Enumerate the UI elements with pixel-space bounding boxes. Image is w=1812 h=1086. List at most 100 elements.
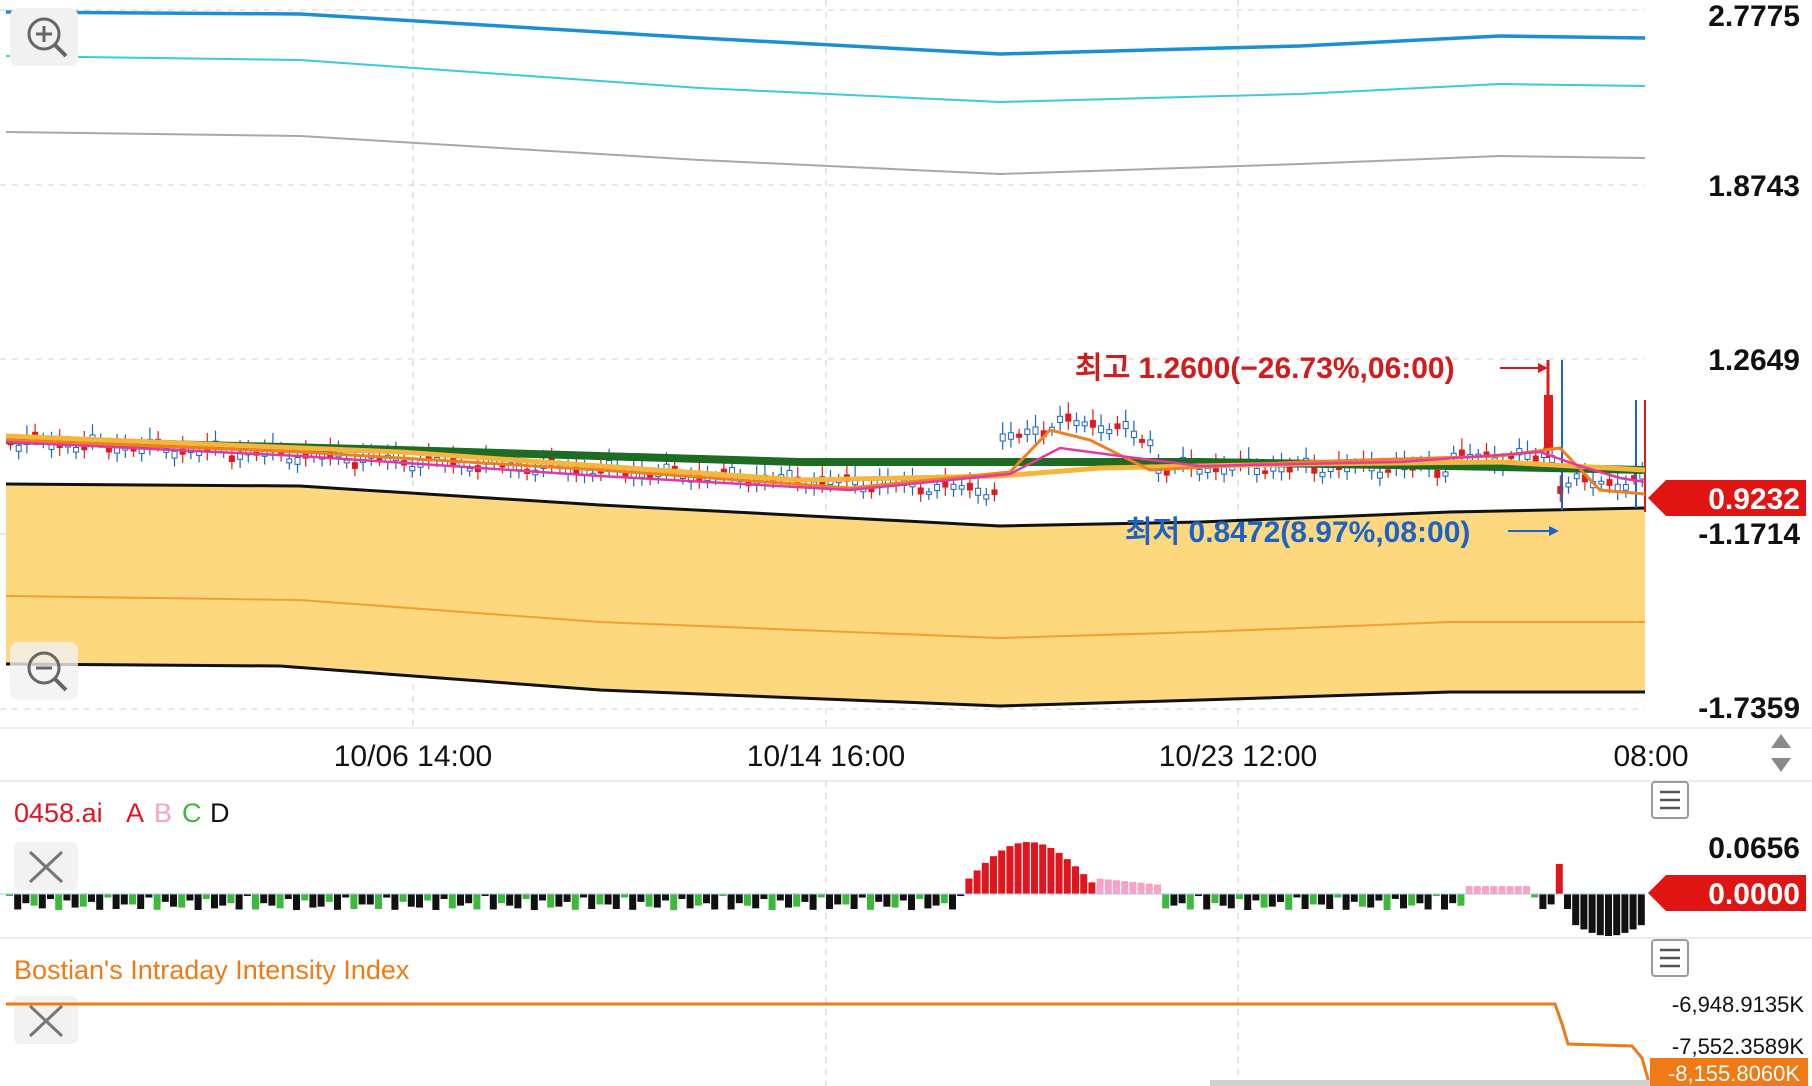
candle-body	[1573, 473, 1580, 480]
osc-bar	[1613, 894, 1621, 936]
osc-bar	[1391, 894, 1399, 899]
osc-bar	[79, 894, 87, 907]
osc-bar	[530, 894, 538, 910]
osc-bar	[703, 894, 710, 904]
osc-bar	[1367, 894, 1375, 908]
close-icon[interactable]	[14, 842, 78, 890]
osc-bar	[1195, 894, 1202, 897]
osc-bar	[867, 894, 874, 910]
menu-icon[interactable]	[1651, 781, 1689, 819]
candle-body	[1204, 467, 1211, 473]
osc-bar	[145, 894, 153, 898]
oscillator-current-tag: 0.0000	[1648, 875, 1806, 911]
osc-bar	[1318, 894, 1325, 905]
osc-bar	[202, 894, 210, 899]
candle-body	[950, 483, 957, 490]
osc-bar	[424, 894, 432, 901]
ma-orange	[5, 428, 1646, 496]
scrollbar[interactable]	[1210, 1080, 1650, 1086]
osc-bar	[1170, 894, 1178, 906]
y-label-2: 1.8743	[1708, 170, 1800, 203]
osc-bar	[170, 894, 177, 907]
menu-icon[interactable]	[1651, 939, 1689, 977]
osc-bar	[662, 894, 669, 901]
updown-arrows-icon[interactable]	[1771, 734, 1791, 772]
band-lower	[5, 662, 1645, 708]
close-icon[interactable]	[14, 996, 78, 1044]
candle-body	[1442, 471, 1449, 477]
osc-bar	[489, 894, 497, 910]
candle-body	[1089, 419, 1096, 428]
osc-bar	[1637, 894, 1645, 926]
osc-bar	[826, 894, 833, 910]
high-annotation: 최고 1.2600(−26.73%,06:00)	[1075, 352, 1455, 385]
x-axis-strip	[0, 728, 1812, 780]
osc-bar	[1596, 894, 1604, 936]
osc-bar	[350, 894, 358, 910]
candle-body	[1319, 471, 1326, 478]
zoom-in-icon[interactable]	[10, 8, 78, 66]
osc-bar	[1154, 884, 1161, 894]
osc-bar	[6, 894, 13, 896]
candle-body	[466, 468, 473, 472]
osc-bar	[981, 862, 989, 894]
osc-bar	[1375, 894, 1383, 901]
candle-body	[1253, 467, 1260, 476]
osc-bar	[1605, 894, 1612, 936]
candle-body	[171, 450, 178, 459]
osc-bar	[243, 894, 251, 897]
osc-bar	[768, 894, 776, 910]
osc-bar	[629, 894, 637, 910]
upper-line-gray	[5, 131, 1646, 176]
x-label-1: 10/06 14:00	[334, 740, 492, 773]
zoom-out-icon[interactable]	[10, 642, 78, 700]
osc-bar	[186, 894, 194, 901]
upper-line-blue	[5, 10, 1646, 56]
candle-body	[1565, 482, 1572, 488]
oscillator-bars	[0, 842, 1645, 936]
candle-body	[15, 444, 22, 452]
osc-bar	[457, 894, 464, 906]
candle-body	[1114, 423, 1121, 430]
osc-bar	[580, 894, 587, 898]
candle-body	[975, 487, 982, 496]
osc-bar	[227, 894, 235, 904]
osc-bar	[391, 894, 399, 910]
osc-bar	[1260, 894, 1268, 908]
osc-bar	[440, 894, 448, 899]
osc-bar	[88, 894, 95, 902]
osc-bar	[850, 894, 858, 909]
candle-body	[228, 455, 235, 463]
bii-y-label-2: -7,552.3589K	[1672, 1034, 1804, 1059]
osc-bar	[120, 894, 128, 905]
osc-bar	[1039, 844, 1047, 894]
osc-bar	[998, 850, 1006, 894]
candle-body	[1057, 415, 1064, 424]
osc-bar	[1482, 886, 1489, 894]
bii-current-tag: -8,155.8060K	[1650, 1058, 1808, 1086]
osc-bar	[924, 894, 932, 909]
osc-bar	[670, 894, 678, 910]
osc-bar	[932, 894, 940, 906]
osc-bar	[1547, 894, 1555, 905]
osc-bar	[383, 894, 391, 898]
svg-text:-8,155.8060K: -8,155.8060K	[1668, 1061, 1800, 1086]
moving-averages	[5, 428, 1646, 496]
osc-bar	[71, 894, 79, 908]
osc-bar	[399, 894, 407, 902]
osc-bar	[219, 894, 227, 906]
candle-body	[1376, 471, 1383, 479]
svg-text:0.0000: 0.0000	[1708, 878, 1800, 911]
osc-bar	[137, 894, 145, 910]
osc-bar	[358, 894, 366, 905]
band-upper	[5, 482, 1646, 528]
osc-bar	[235, 894, 243, 910]
osc-bar	[1104, 879, 1112, 894]
osc-bar	[571, 894, 579, 910]
upper-lines	[5, 10, 1646, 176]
osc-bar	[506, 894, 514, 906]
osc-bar	[104, 894, 112, 898]
ma-magenta	[5, 440, 1646, 492]
osc-bar	[1350, 894, 1358, 902]
